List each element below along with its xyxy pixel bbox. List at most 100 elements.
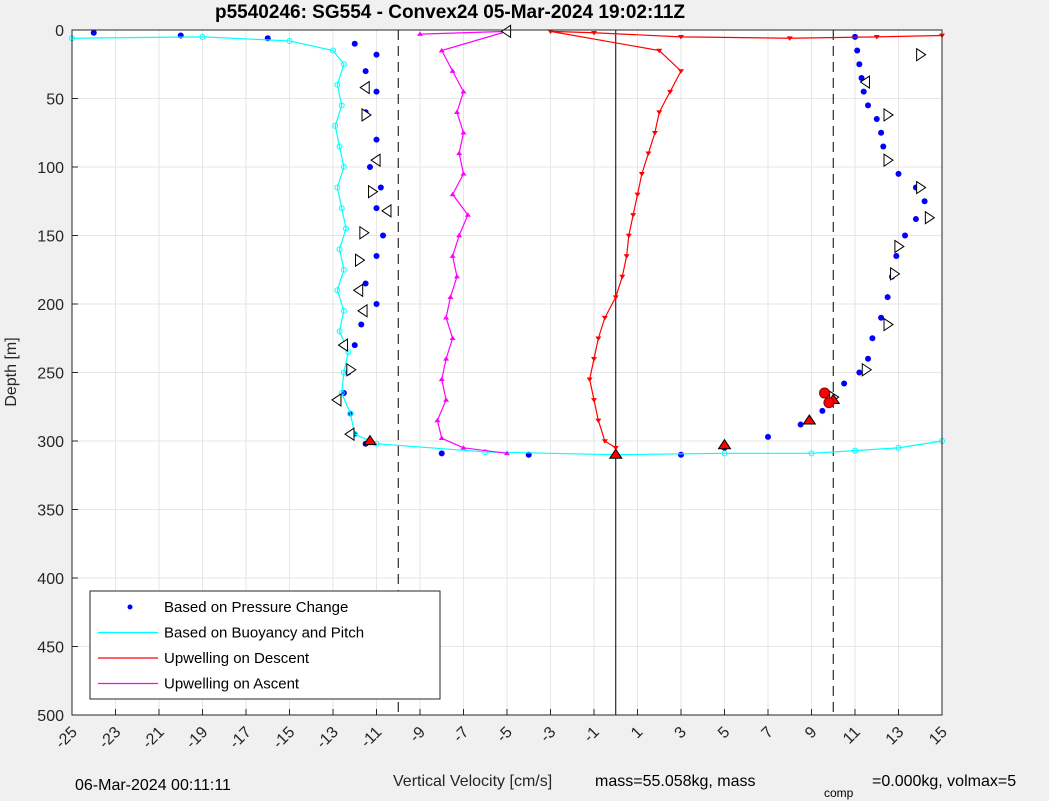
open-triangle-left-marker <box>370 153 381 168</box>
legend-swatch <box>127 604 133 610</box>
open-triangle-left-marker <box>352 283 364 298</box>
data-point <box>591 357 597 362</box>
data-point <box>358 321 365 328</box>
x-tick-label: 7 <box>759 724 777 742</box>
data-point <box>895 170 902 177</box>
data-point <box>377 184 384 191</box>
data-point <box>345 348 352 355</box>
marker-layer <box>331 24 936 459</box>
data-point <box>625 233 632 239</box>
data-point <box>852 447 858 454</box>
y-tick-label: 0 <box>55 23 64 40</box>
data-point <box>336 246 343 253</box>
data-point <box>343 225 350 232</box>
data-point <box>334 81 341 88</box>
data-point <box>453 109 460 114</box>
open-triangle-right-marker <box>883 317 894 332</box>
open-triangle-left-marker <box>331 392 342 407</box>
series-line <box>419 30 508 454</box>
x-tick-label: -23 <box>96 724 124 752</box>
y-tick-label: 150 <box>37 229 64 246</box>
legend-label: Upwelling on Descent <box>164 650 310 667</box>
open-triangle-left-marker <box>500 24 512 39</box>
x-tick-label: -9 <box>407 724 429 746</box>
data-point <box>453 273 460 279</box>
series-based-on-pressure-change <box>90 29 928 458</box>
x-tick-label: 3 <box>672 724 690 742</box>
open-triangle-left-marker <box>359 80 370 95</box>
x-tick-label: -21 <box>139 724 167 752</box>
data-point <box>449 253 456 258</box>
data-point <box>417 31 423 36</box>
data-point <box>873 35 880 40</box>
data-point <box>347 410 354 417</box>
data-point <box>338 102 345 109</box>
data-point <box>336 143 343 150</box>
open-triangle-right-marker <box>883 108 894 122</box>
data-point <box>460 171 467 176</box>
data-point <box>286 37 293 44</box>
data-point <box>449 68 456 73</box>
data-point <box>841 380 848 387</box>
data-point <box>199 33 206 40</box>
x-tick-label: -25 <box>52 724 80 752</box>
data-point <box>332 122 339 129</box>
data-point <box>449 191 456 197</box>
footer-comp-subscript: comp <box>824 786 854 800</box>
data-point <box>656 48 663 54</box>
y-tick-label: 250 <box>37 366 64 383</box>
data-point <box>362 68 369 75</box>
series-upwelling-on-descent <box>547 29 945 451</box>
data-point <box>373 205 380 212</box>
data-point <box>878 314 885 321</box>
red-circle-marker <box>823 397 835 409</box>
y-tick-label: 300 <box>37 434 64 451</box>
data-point <box>443 397 450 402</box>
data-point <box>630 213 637 218</box>
data-point <box>460 88 467 94</box>
legend-label: Upwelling on Ascent <box>164 676 300 693</box>
y-ticks: 0 50 100 150 200 250 300 350 400 450 500 <box>37 23 78 725</box>
data-point <box>591 30 597 36</box>
open-triangle-right-marker <box>346 362 357 377</box>
series-upwelling-on-ascent <box>417 28 510 456</box>
data-point <box>438 450 445 457</box>
data-point <box>443 315 450 320</box>
data-point <box>373 301 380 307</box>
data-point <box>902 232 909 239</box>
x-tick-label: -3 <box>537 724 559 746</box>
x-tick-label: 15 <box>926 724 951 749</box>
data-point <box>873 116 880 123</box>
red-triangle-marker <box>802 414 817 425</box>
data-point <box>591 398 597 403</box>
x-tick-label: -13 <box>313 724 341 752</box>
data-point <box>884 294 891 301</box>
data-point <box>464 212 471 217</box>
open-triangle-left-marker <box>357 303 368 318</box>
data-point <box>438 376 445 382</box>
data-point <box>447 294 454 299</box>
data-point <box>612 446 619 451</box>
data-point <box>456 150 463 156</box>
x-tick-label: 9 <box>802 724 820 742</box>
data-point <box>330 47 336 54</box>
data-point <box>482 448 489 455</box>
data-point <box>893 253 900 260</box>
data-point <box>586 377 593 383</box>
data-point <box>765 433 771 440</box>
data-point <box>601 315 608 321</box>
data-point <box>878 129 885 136</box>
data-point <box>595 336 602 341</box>
legend-item: Upwelling on Descent <box>98 650 310 667</box>
reference-lines <box>397 30 834 715</box>
data-point <box>340 164 347 170</box>
open-triangle-right-marker <box>924 210 936 225</box>
data-point <box>678 69 684 74</box>
data-point <box>854 47 861 54</box>
data-point <box>895 444 902 451</box>
data-point <box>869 335 876 342</box>
data-point <box>678 451 684 458</box>
y-tick-label: 400 <box>37 571 64 588</box>
data-point <box>334 287 341 294</box>
data-point <box>921 198 928 205</box>
